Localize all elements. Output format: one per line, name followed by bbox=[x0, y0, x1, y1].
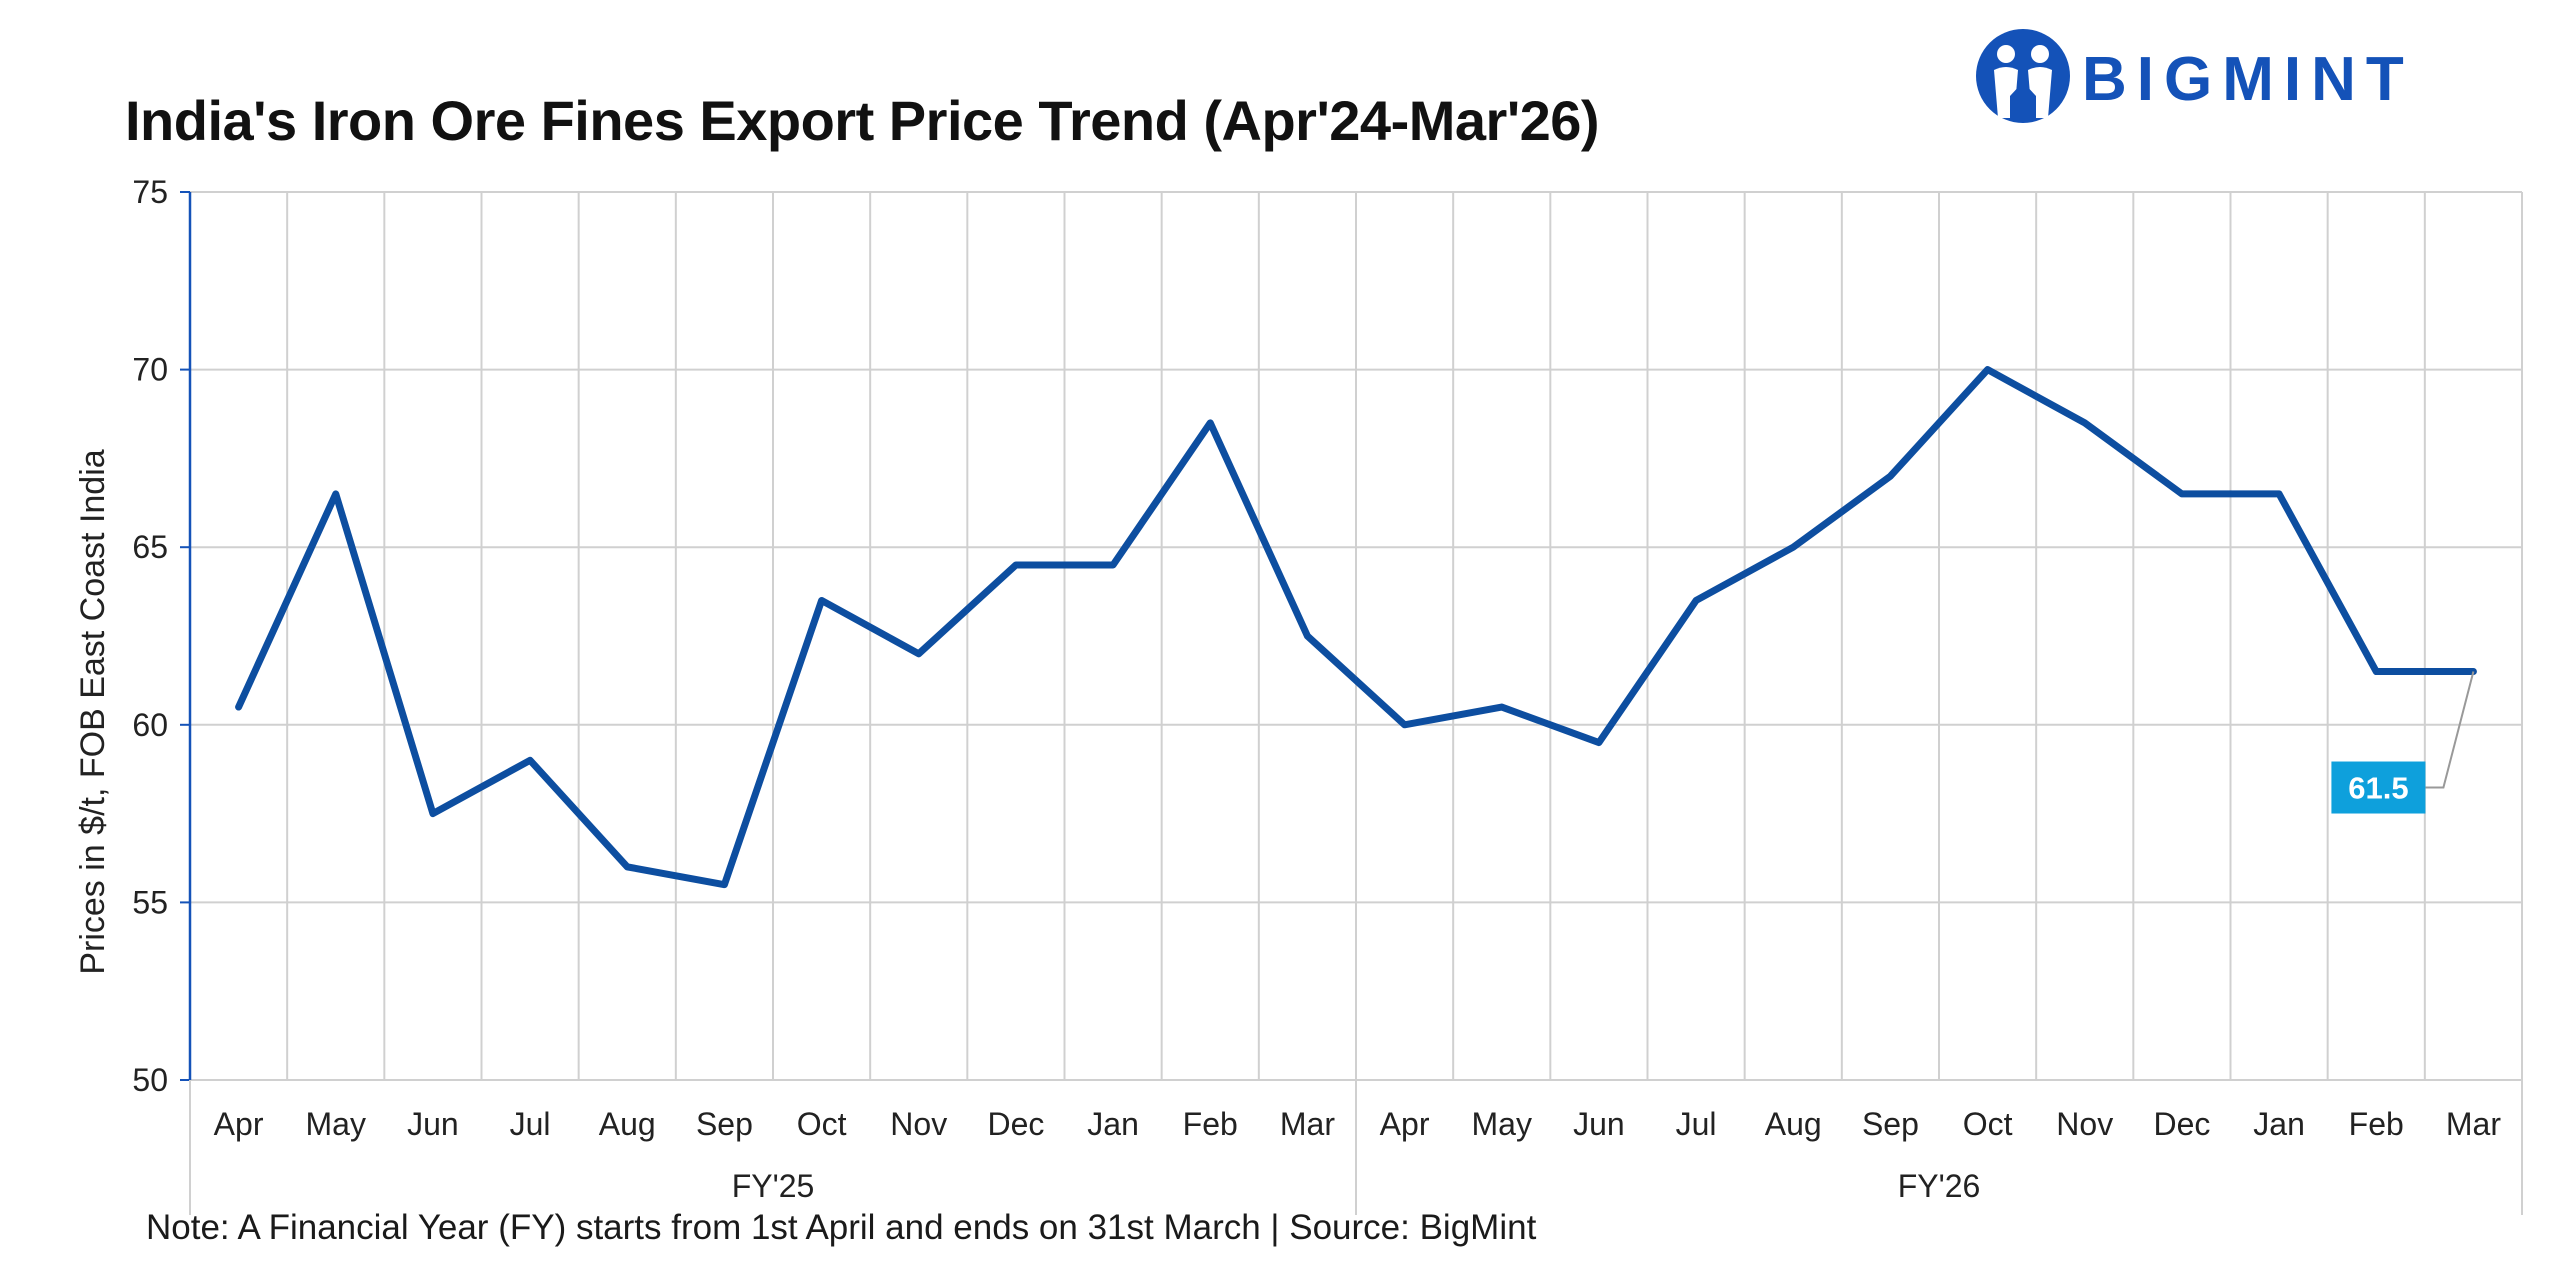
x-tick-label: Dec bbox=[2153, 1106, 2210, 1142]
x-tick-label: Aug bbox=[599, 1106, 656, 1142]
x-tick-label: Sep bbox=[696, 1106, 753, 1142]
data-point bbox=[334, 492, 338, 496]
x-tick-label: Feb bbox=[2349, 1106, 2404, 1142]
data-point bbox=[237, 705, 241, 709]
y-tick-label: 50 bbox=[132, 1062, 168, 1098]
x-tick-label: Jun bbox=[407, 1106, 459, 1142]
data-point bbox=[820, 598, 824, 602]
data-point bbox=[431, 812, 435, 816]
chart-title: India's Iron Ore Fines Export Price Tren… bbox=[125, 89, 1600, 152]
x-tick-label: May bbox=[306, 1106, 366, 1142]
x-tick-label: Jan bbox=[1087, 1106, 1139, 1142]
data-point bbox=[917, 652, 921, 656]
labels-layer: 50 55 60 65 70 75 Apr May Jun Jul Aug Sep Oct Nov Dec J… bbox=[132, 174, 2501, 1204]
x-tick-label: Jul bbox=[510, 1106, 551, 1142]
data-point bbox=[625, 865, 629, 869]
y-tick-label: 55 bbox=[132, 884, 168, 920]
x-tick-label: Apr bbox=[214, 1106, 264, 1142]
x-tick-label: May bbox=[1472, 1106, 1532, 1142]
bigmint-logo bbox=[1976, 29, 2070, 123]
series-layer bbox=[235, 366, 2477, 889]
x-tick-label: Oct bbox=[1963, 1106, 2013, 1142]
data-point bbox=[722, 883, 726, 887]
data-point bbox=[1986, 368, 1990, 372]
data-point bbox=[1888, 474, 1892, 478]
callout-leader bbox=[2425, 671, 2475, 789]
x-tick-label: Jul bbox=[1676, 1106, 1717, 1142]
data-point bbox=[2083, 421, 2087, 425]
x-tick-label: Jan bbox=[2253, 1106, 2305, 1142]
x-tick-label: Apr bbox=[1380, 1106, 1430, 1142]
x-tick-label: Sep bbox=[1862, 1106, 1919, 1142]
x-tick-label: Feb bbox=[1183, 1106, 1238, 1142]
group-label: FY'25 bbox=[732, 1168, 815, 1204]
y-tick-label: 65 bbox=[132, 529, 168, 565]
x-tick-label: Mar bbox=[1280, 1106, 1335, 1142]
data-point bbox=[1500, 705, 1504, 709]
group-label: FY'26 bbox=[1898, 1168, 1981, 1204]
data-point bbox=[1111, 563, 1115, 567]
x-tick-label: Nov bbox=[890, 1106, 947, 1142]
data-point bbox=[1305, 634, 1309, 638]
x-tick-label: Aug bbox=[1765, 1106, 1822, 1142]
series-line bbox=[235, 366, 2477, 889]
data-point bbox=[2374, 670, 2378, 674]
x-tick-label: Nov bbox=[2056, 1106, 2113, 1142]
callout-box bbox=[2331, 761, 2426, 814]
x-tick-label: Mar bbox=[2446, 1106, 2501, 1142]
y-axis-title: Prices in $/t, FOB East Coast India bbox=[74, 449, 112, 974]
data-label: 61.5 bbox=[2348, 771, 2408, 806]
data-point bbox=[1791, 545, 1795, 549]
gridlines bbox=[189, 191, 2523, 1081]
x-tick-label: Dec bbox=[987, 1106, 1044, 1142]
data-point bbox=[2180, 492, 2184, 496]
y-tick-label: 75 bbox=[132, 174, 168, 210]
footnote: Note: A Financial Year (FY) starts from … bbox=[146, 1208, 1537, 1247]
data-point bbox=[1014, 563, 1018, 567]
axes bbox=[180, 191, 2523, 1215]
x-tick-label: Jun bbox=[1573, 1106, 1625, 1142]
y-tick-label: 60 bbox=[132, 707, 168, 743]
data-point bbox=[1694, 598, 1698, 602]
data-point bbox=[1597, 741, 1601, 745]
brand-wordmark: BIGMINT bbox=[2082, 45, 2414, 114]
data-point bbox=[1403, 723, 1407, 727]
data-point bbox=[528, 758, 532, 762]
data-point bbox=[2277, 492, 2281, 496]
data-point bbox=[1208, 421, 1212, 425]
x-tick-label: Oct bbox=[797, 1106, 847, 1142]
y-tick-label: 70 bbox=[132, 352, 168, 388]
